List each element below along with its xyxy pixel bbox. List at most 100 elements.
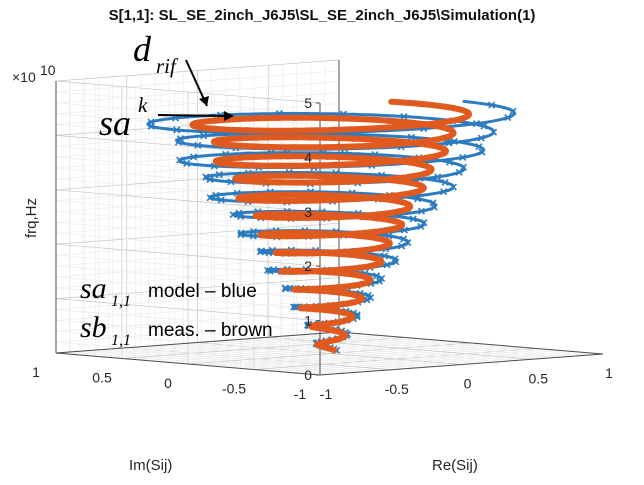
data-point-meas [333,173,341,180]
x-axis-label: Re(Sij) [432,457,478,474]
data-point-meas [232,135,240,142]
data-point-meas [301,268,309,275]
data-point-meas [298,172,305,179]
grid-line [55,222,340,245]
plot-area [146,98,517,354]
data-point-meas [309,268,316,275]
data-point-meas [382,227,389,234]
sa-k-arrow-head [224,111,234,121]
data-point-meas [316,249,324,256]
grid-line [55,341,321,365]
grid-line [55,277,340,299]
data-point-meas [309,179,316,186]
data-point-meas [252,212,260,219]
data-point-meas [258,231,265,239]
data-point-meas [278,249,286,257]
data-point-meas [235,195,242,202]
data-point-model [480,122,488,130]
data-point-meas [299,304,306,311]
data-point-meas [328,337,335,345]
x-tick-label: 1 [605,365,613,381]
data-point-model [282,285,290,293]
data-point-meas [333,284,341,291]
grid-line [211,341,476,364]
grid-line [55,201,340,223]
data-point-meas [291,250,299,257]
data-point-meas [325,320,332,327]
data-point-meas [211,139,219,146]
legend-sa-main: sa [80,272,107,305]
data-point-meas [406,173,414,180]
data-point-meas [465,109,472,117]
data-point-meas [356,264,364,271]
legend-sb-sub: 1,1 [111,332,131,349]
data-point-meas [298,248,305,256]
data-point-meas [246,115,254,122]
data-point-meas [355,160,362,168]
data-point-meas [335,231,342,238]
data-point-meas [459,114,467,122]
data-point-meas [314,191,321,199]
d-rif-sub: rif [156,54,179,78]
grid-line [55,330,321,354]
data-point-model [459,163,468,171]
data-point-meas [423,169,431,177]
legend-sb-text: meas. – brown [148,320,273,341]
data-point-meas [332,319,340,326]
data-point-model [488,101,496,109]
data-point-meas [330,249,337,256]
data-point-meas [377,257,384,264]
grid-line [174,341,458,364]
data-point-meas [325,326,332,333]
data-point-meas [249,153,257,161]
grid-line [148,339,432,362]
grid-line [55,92,340,114]
grid-line [55,243,321,267]
data-point-model [383,261,391,269]
grid-line [55,255,340,278]
grid-line [268,336,533,360]
data-point-meas [340,309,347,316]
data-point-meas [340,115,347,122]
data-point-meas [417,100,425,108]
sa-k-arrow [157,114,229,117]
data-point-meas [434,119,442,127]
data-point-meas [443,125,451,132]
data-point-meas [339,317,347,325]
data-point-model [420,219,428,227]
grid-line [161,340,445,363]
data-point-model [249,232,257,240]
data-point-model [176,135,185,143]
grid-line [55,124,321,147]
data-point-meas [345,192,353,200]
data-point-meas [345,178,352,185]
data-point-model [446,158,454,166]
data-point-meas [332,308,339,315]
data-point-meas [370,262,377,269]
data-point-meas [343,126,351,133]
data-point-meas [394,123,401,131]
data-point-meas [361,229,368,237]
grid-line [55,320,340,343]
data-point-meas [319,267,327,274]
data-point-meas [337,250,344,258]
data-point-meas [284,153,292,160]
data-point-meas [326,196,333,204]
data-point-meas [450,130,457,137]
data-point-meas [358,281,365,288]
data-point-meas [284,233,291,240]
z-exponent-power: 10 [40,62,56,78]
x-tick-label: -1 [320,386,333,402]
grid-line [69,332,353,355]
data-point-meas [262,197,269,204]
data-point-model [472,120,480,128]
data-point-meas [294,214,302,222]
y-tick-label: 0.5 [92,370,112,386]
data-point-model [189,153,198,161]
data-point-meas [338,266,346,273]
data-point-model [217,196,225,204]
data-point-meas [336,328,344,336]
data-point-model [200,132,208,140]
sa-k-main: sa [99,103,131,143]
y-tick-label: -1 [294,386,307,402]
